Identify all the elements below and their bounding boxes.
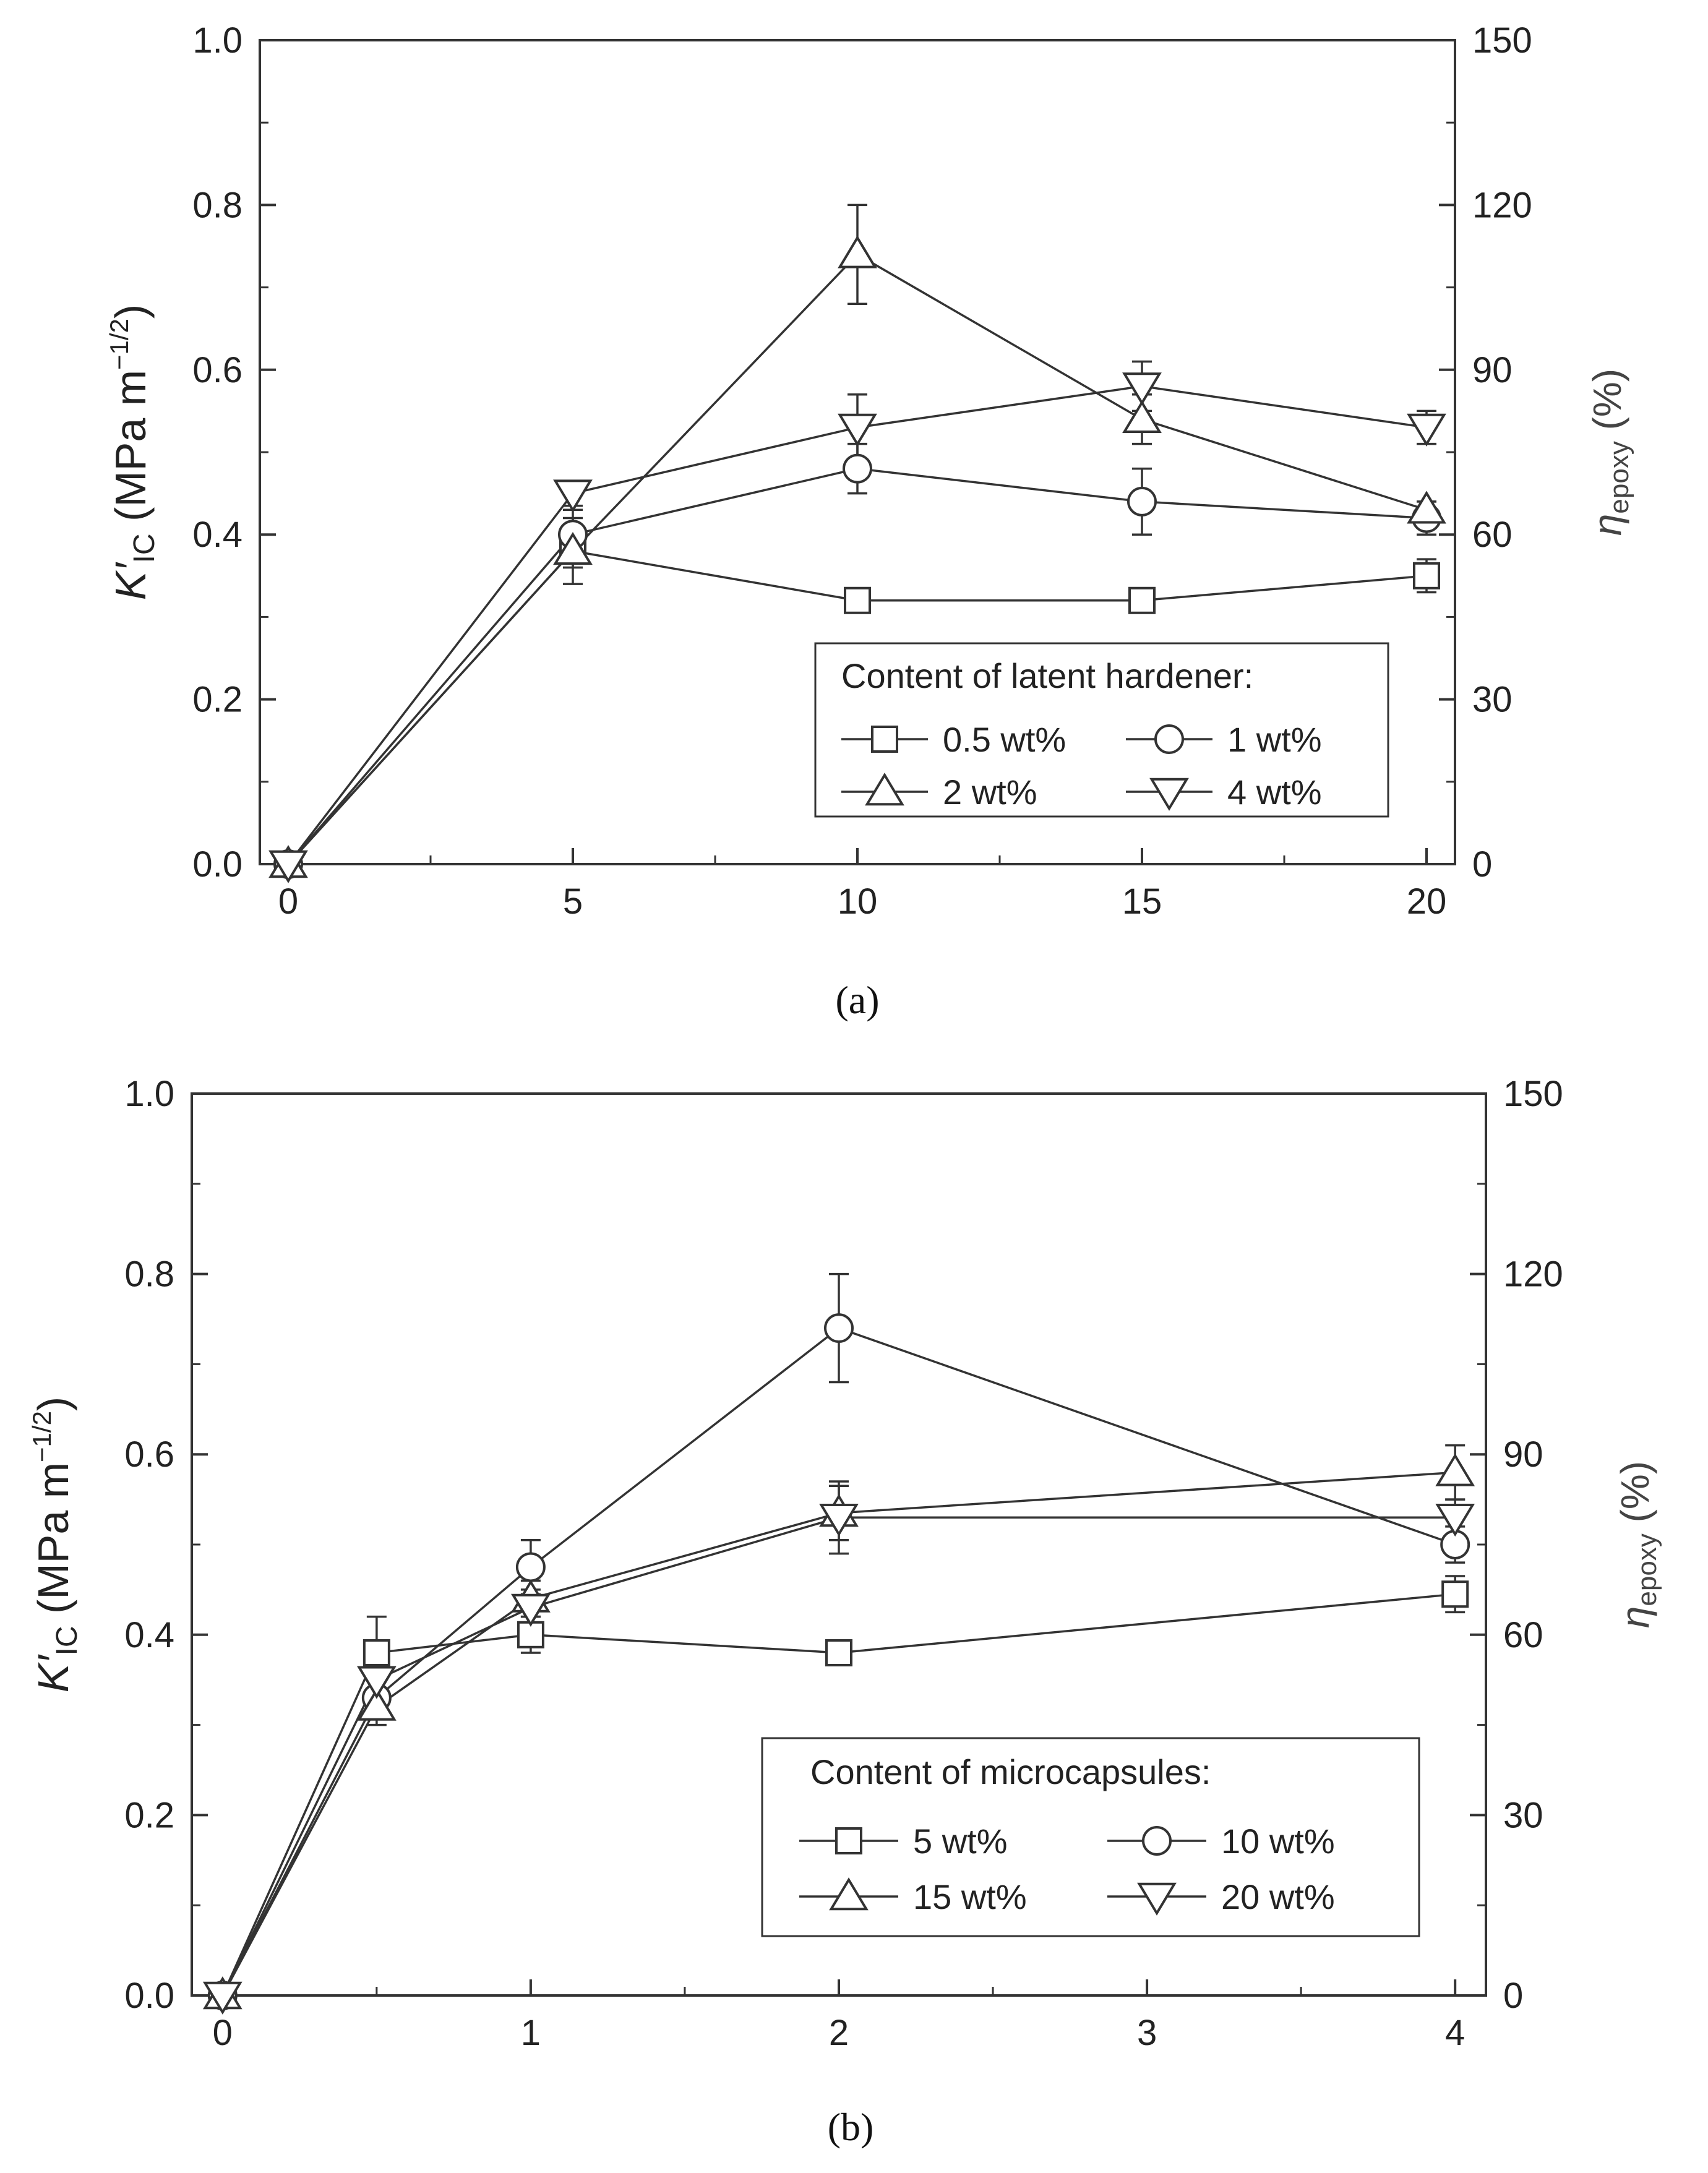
- data-point-square: [825, 1639, 852, 1666]
- y2-tick-label: 90: [1472, 350, 1513, 390]
- y-tick-label: 0.0: [192, 844, 242, 885]
- legend-marker-triangle-up: [865, 773, 904, 806]
- legend: Content of latent hardener: 0.5 wt% 1 wt%…: [814, 642, 1389, 818]
- axis-ticks: 0.0 0 0.2 30 0.4 60 0.6 90 0.8 120 1.0 150 0 1 2 3 4: [124, 1074, 1563, 2053]
- y2-axis-label: ηepoxy (%): [1613, 1461, 1662, 1628]
- y-tick-label: 0.4: [124, 1615, 174, 1655]
- y-axis-label: K′IC (MPa m−1/2): [105, 304, 161, 601]
- data-point-circle: [843, 453, 872, 484]
- legend-label: 10 wt%: [1221, 1822, 1335, 1861]
- y-tick-label: 0.8: [124, 1254, 174, 1295]
- panel-caption: (a): [835, 978, 879, 1022]
- data-point-circle: [824, 1313, 854, 1344]
- y2-tick-label: 0: [1503, 1976, 1523, 2016]
- y-tick-label: 0.4: [192, 515, 242, 555]
- y2-tick-label: 60: [1472, 515, 1513, 555]
- y2-tick-label: 120: [1503, 1254, 1563, 1295]
- panel-caption: (b): [828, 2105, 874, 2149]
- legend: Content of microcapsules: 5 wt% 10 wt% 15 …: [761, 1737, 1420, 1937]
- data-point-triangle-up: [356, 1687, 397, 1721]
- data-point-triangle-up: [1435, 1453, 1475, 1486]
- panel-b: 0.0 0 0.2 30 0.4 60 0.6 90 0.8 120 1.0 150 0 1 2 3 4 K′I…: [27, 1074, 1662, 2149]
- x-tick-label: 2: [829, 2013, 849, 2053]
- y-tick-label: 1.0: [192, 20, 242, 61]
- data-point-triangle-down: [1435, 1504, 1475, 1537]
- data-point-triangle-up: [553, 531, 593, 565]
- x-tick-label: 15: [1122, 881, 1162, 922]
- data-point-triangle-down: [1407, 413, 1446, 447]
- x-tick-label: 5: [563, 881, 583, 922]
- data-point-square: [844, 586, 871, 614]
- y2-tick-label: 90: [1503, 1434, 1543, 1475]
- x-tick-label: 10: [838, 881, 878, 922]
- x-tick-label: 4: [1445, 2013, 1465, 2053]
- legend-label: 5 wt%: [913, 1822, 1008, 1861]
- data-point-square: [1413, 562, 1440, 589]
- data-point-triangle-up: [838, 235, 877, 268]
- data-point-square: [1128, 586, 1156, 614]
- legend-title: Content of microcapsules:: [810, 1752, 1211, 1791]
- y-tick-label: 0.2: [124, 1795, 174, 1835]
- legend-label: 4 wt%: [1227, 773, 1322, 812]
- legend-marker-circle: [1154, 724, 1184, 754]
- legend-label: 15 wt%: [913, 1877, 1027, 1916]
- y2-tick-label: 30: [1503, 1795, 1543, 1835]
- x-tick-label: 1: [521, 2013, 541, 2053]
- legend-marker-square: [871, 726, 898, 753]
- x-tick-label: 20: [1407, 881, 1447, 922]
- data-point-triangle-down: [553, 479, 593, 513]
- legend-label: 2 wt%: [943, 773, 1037, 812]
- x-tick-label: 0: [213, 2013, 233, 2053]
- series-group: [268, 204, 1446, 883]
- legend-marker-triangle-down: [1137, 1882, 1177, 1916]
- y-tick-label: 0.6: [124, 1434, 174, 1475]
- axis-ticks: 0.0 0 0.2 30 0.4 60 0.6 90 0.8 120 1.0 150 0 5 10 15 20: [192, 20, 1532, 922]
- x-tick-label: 3: [1137, 2013, 1157, 2053]
- y2-tick-label: 150: [1472, 20, 1532, 61]
- legend-marker-triangle-up: [829, 1877, 869, 1911]
- data-point-triangle-down: [356, 1666, 397, 1699]
- y-tick-label: 0.8: [192, 185, 242, 225]
- legend-marker-square: [835, 1827, 862, 1854]
- y2-tick-label: 60: [1503, 1615, 1543, 1655]
- data-point-triangle-down: [1122, 372, 1162, 406]
- legend-label: 0.5 wt%: [943, 720, 1066, 759]
- data-point-triangle-up: [1407, 491, 1446, 524]
- data-point-triangle-up: [1122, 400, 1162, 433]
- data-point-triangle-down: [511, 1593, 551, 1627]
- data-point-triangle-down: [819, 1504, 859, 1537]
- series-group: [202, 1272, 1475, 2015]
- legend-box: [814, 642, 1389, 818]
- legend-label: 1 wt%: [1227, 720, 1322, 759]
- y2-tick-label: 30: [1472, 680, 1513, 720]
- y-tick-label: 1.0: [124, 1074, 174, 1114]
- legend-title: Content of latent hardener:: [841, 656, 1253, 695]
- data-point-square: [363, 1639, 390, 1666]
- y-tick-label: 0.2: [192, 680, 242, 720]
- y2-tick-label: 120: [1472, 185, 1532, 225]
- data-point-triangle-down: [202, 1981, 242, 2015]
- x-tick-label: 0: [278, 881, 298, 922]
- legend-marker-triangle-down: [1149, 778, 1189, 811]
- data-point-triangle-down: [268, 850, 308, 883]
- y-tick-label: 0.0: [124, 1976, 174, 2016]
- y2-tick-label: 150: [1503, 1074, 1563, 1114]
- y2-axis-label: ηepoxy (%): [1585, 369, 1634, 536]
- y2-tick-label: 0: [1472, 844, 1492, 885]
- legend-label: 20 wt%: [1221, 1877, 1335, 1916]
- data-point-circle: [1127, 486, 1157, 516]
- data-point-square: [1441, 1580, 1469, 1608]
- data-point-triangle-down: [838, 413, 877, 447]
- y-tick-label: 0.6: [192, 350, 242, 390]
- legend-marker-circle: [1142, 1826, 1172, 1856]
- legend-box: [761, 1737, 1420, 1937]
- y-axis-label: K′IC (MPa m−1/2): [27, 1397, 84, 1693]
- data-point-circle: [515, 1552, 546, 1582]
